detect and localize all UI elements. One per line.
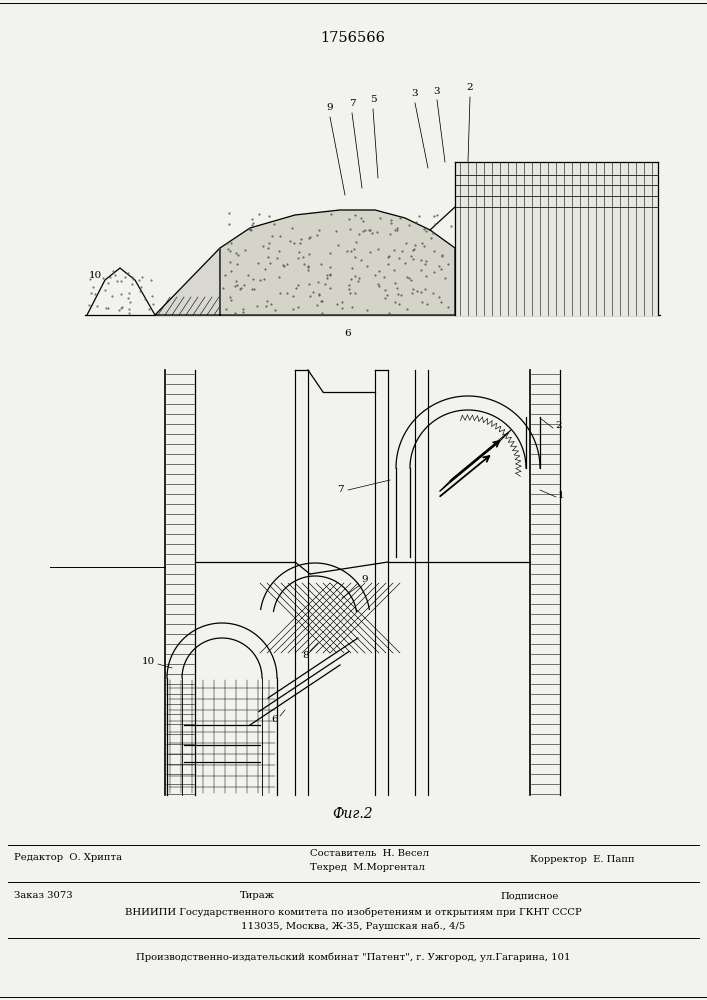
Text: Составитель  Н. Весел: Составитель Н. Весел	[310, 848, 429, 857]
Text: Тираж: Тираж	[240, 892, 275, 900]
Polygon shape	[155, 248, 220, 315]
Text: 7: 7	[349, 100, 356, 108]
Text: Производственно-издательский комбинат "Патент", г. Ужгород, ул.Гагарина, 101: Производственно-издательский комбинат "П…	[136, 952, 571, 962]
Text: ВНИИПИ Государственного комитета по изобретениям и открытиям при ГКНТ СССР: ВНИИПИ Государственного комитета по изоб…	[124, 907, 581, 917]
Text: Фиг.2: Фиг.2	[333, 807, 373, 821]
Polygon shape	[220, 210, 455, 315]
Text: 1756566: 1756566	[320, 31, 385, 45]
Text: 8: 8	[303, 650, 309, 660]
Text: 3: 3	[411, 90, 419, 99]
Text: 6: 6	[345, 330, 351, 338]
Text: 6: 6	[271, 716, 279, 724]
Text: 9: 9	[362, 576, 368, 584]
Text: 113035, Москва, Ж-35, Раушская наб., 4/5: 113035, Москва, Ж-35, Раушская наб., 4/5	[241, 921, 465, 931]
Text: 10: 10	[141, 658, 155, 666]
Text: 2: 2	[555, 420, 561, 430]
Polygon shape	[455, 162, 658, 315]
Text: 2: 2	[467, 84, 473, 93]
Text: Редактор  О. Хрипта: Редактор О. Хрипта	[14, 852, 122, 861]
Text: 3: 3	[433, 87, 440, 96]
Text: Заказ 3073: Заказ 3073	[14, 892, 73, 900]
Text: Подписное: Подписное	[500, 892, 559, 900]
Text: Техред  М.Моргентал: Техред М.Моргентал	[310, 863, 425, 872]
Text: 9: 9	[327, 104, 333, 112]
Text: 1: 1	[558, 490, 565, 499]
Text: 5: 5	[370, 96, 376, 104]
Text: Корректор  Е. Папп: Корректор Е. Папп	[530, 856, 635, 864]
Text: 7: 7	[337, 486, 344, 494]
Text: 10: 10	[88, 270, 102, 279]
